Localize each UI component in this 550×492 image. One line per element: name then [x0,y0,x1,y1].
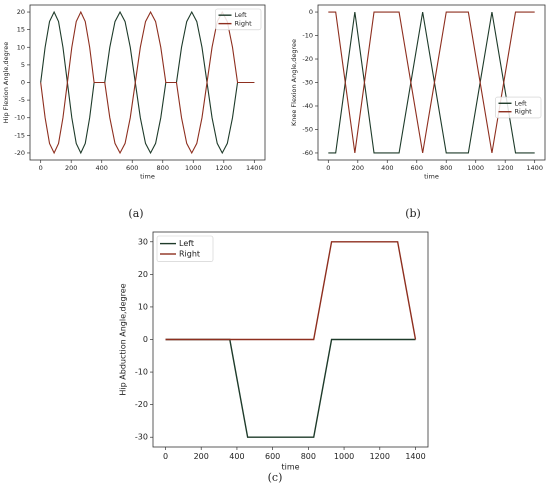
x-tick-label: 600 [265,452,280,461]
x-tick-label: 0 [163,452,168,461]
y-axis-label: Hip Abduction Angle,degree [119,283,128,395]
data-line [165,241,417,341]
y-tick-label: 20 [138,270,148,279]
x-tick-label: 600 [411,164,423,172]
x-tick-label: 200 [65,164,77,172]
data-line [328,11,535,154]
y-tick-label: 5 [21,61,25,69]
y-tick-label: 15 [17,26,25,34]
y-tick-label: -20 [14,149,25,157]
y-tick-label: -15 [14,131,25,139]
x-tick-label: 200 [352,164,364,172]
y-tick-label: 0 [21,79,25,87]
y-axis-label: Hip Flexion Angle,degree [2,42,10,123]
x-tick-label: 0 [326,164,330,172]
y-tick-label: 30 [138,237,148,246]
x-tick-label: 1200 [497,164,514,172]
x-tick-label: 200 [194,452,209,461]
plot-frame [152,231,429,448]
y-tick-label: 10 [138,302,148,311]
legend-label: Left [515,99,528,107]
y-tick-label: -50 [302,125,313,133]
x-tick-label: 400 [229,452,244,461]
x-tick-label: 400 [96,164,108,172]
y-tick-label: -10 [14,114,25,122]
data-line [40,10,255,155]
x-tick-label: 1200 [216,164,233,172]
y-tick-label: -40 [302,102,313,110]
x-tick-label: 0 [39,164,43,172]
x-tick-label: 1400 [246,164,263,172]
panel-label: (b) [405,207,421,220]
legend-label: Right [235,20,253,28]
x-tick-label: 1000 [467,164,484,172]
y-tick-label: -30 [302,79,313,87]
plot-frame [29,4,266,161]
x-tick-label: 800 [301,452,316,461]
x-axis-label: time [424,173,439,181]
y-axis-label: Knee Flexion Angle,degree [290,39,298,126]
data-line [40,10,255,155]
y-tick-label: -60 [302,149,313,157]
x-tick-label: 1400 [526,164,543,172]
x-tick-label: 1000 [334,452,354,461]
y-tick-label: 0 [309,8,313,16]
y-tick-label: -20 [302,55,313,63]
legend-label: Left [179,239,194,248]
legend-box [215,8,262,31]
x-tick-label: 1400 [405,452,425,461]
legend-label: Right [515,108,533,116]
y-tick-label: -30 [135,433,148,442]
y-tick-label: -10 [135,368,148,377]
x-axis-label: time [140,173,155,181]
data-line [165,338,416,438]
x-tick-label: 1200 [370,452,390,461]
panel-label: (a) [128,207,143,220]
y-tick-label: -10 [302,32,313,40]
x-tick-label: 800 [440,164,452,172]
legend-box [156,235,214,262]
y-tick-label: 20 [17,8,25,16]
x-tick-label: 400 [381,164,393,172]
plot-frame [317,4,546,161]
x-tick-label: 800 [157,164,169,172]
y-tick-label: 10 [17,43,25,51]
data-line [328,11,535,154]
panel-label: (c) [268,471,283,484]
y-tick-label: -5 [19,96,25,104]
legend-label: Left [235,11,248,19]
x-tick-label: 1000 [185,164,202,172]
y-tick-label: 0 [143,335,148,344]
legend-label: Right [179,250,200,259]
y-tick-label: -20 [135,400,148,409]
x-tick-label: 600 [126,164,138,172]
x-axis-label: time [281,462,299,471]
legend-box [495,96,542,119]
